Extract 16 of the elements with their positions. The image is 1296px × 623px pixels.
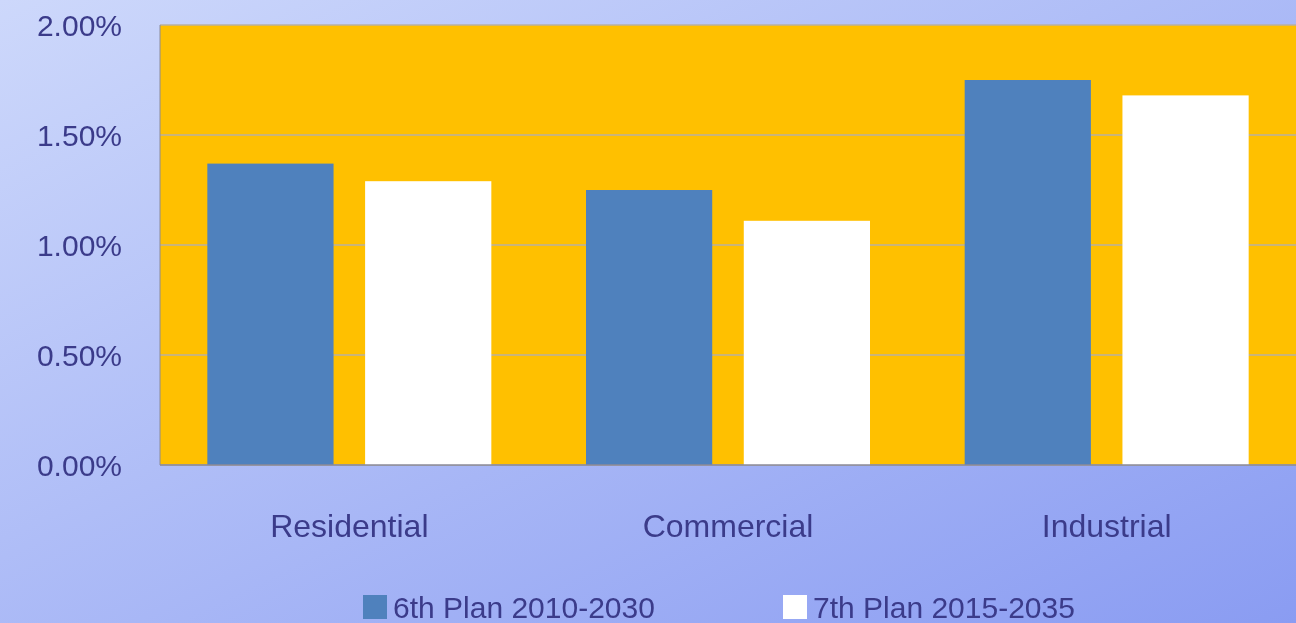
bar (207, 163, 334, 465)
x-tick-label: Industrial (1041, 508, 1172, 544)
x-tick-label: Commercial (642, 508, 814, 544)
y-tick-label: 1.50% (36, 118, 122, 152)
bar (1122, 95, 1249, 465)
y-tick-label: 2.00% (36, 8, 122, 42)
legend-label: 7th Plan 2015-2035 (813, 590, 1075, 623)
y-tick-label: 0.50% (36, 338, 122, 372)
bar (586, 190, 713, 465)
bar (743, 220, 870, 465)
x-tick-label: Residential (270, 508, 429, 544)
bar (365, 181, 492, 465)
legend-label: 6th Plan 2010-2030 (393, 590, 655, 623)
y-tick-label: 0.00% (36, 448, 122, 482)
bar (964, 80, 1091, 465)
y-tick-label: 1.00% (36, 228, 122, 262)
